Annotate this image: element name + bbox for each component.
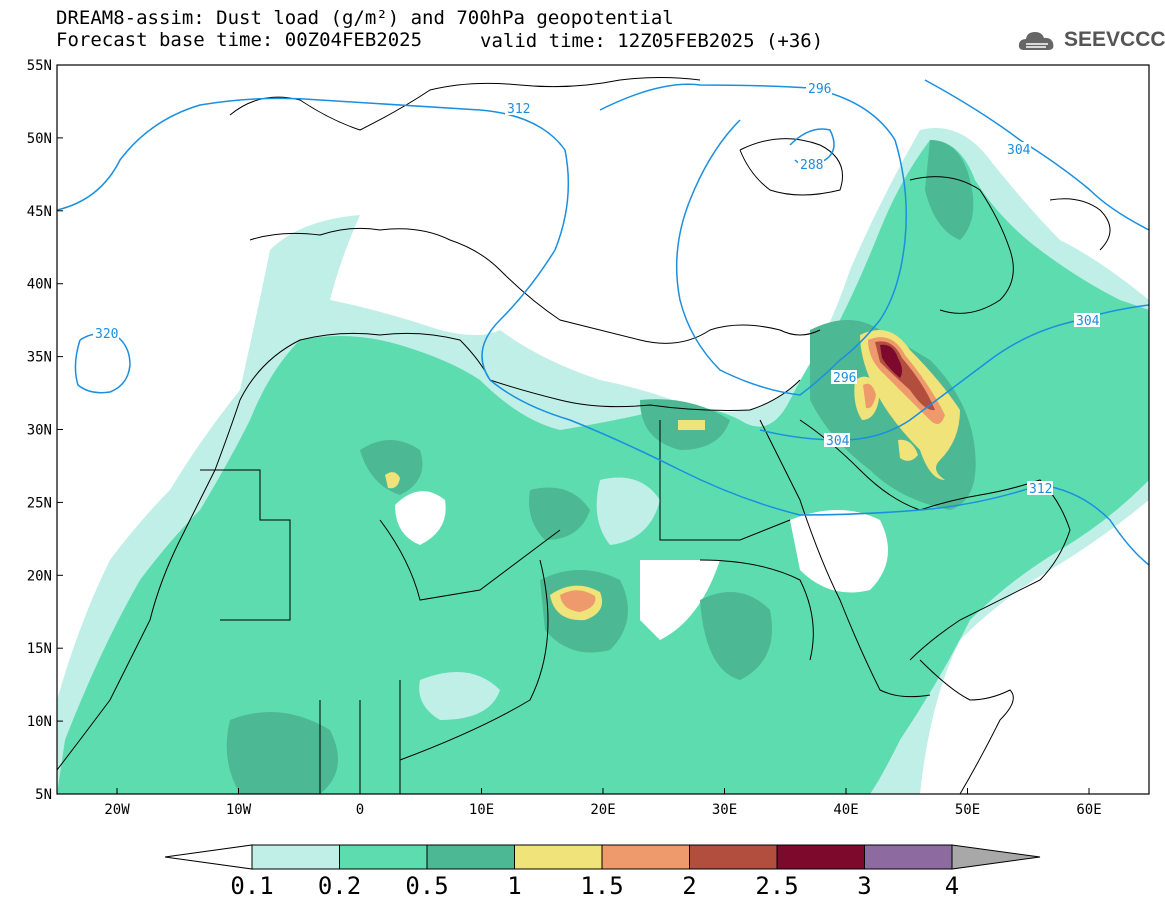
lat-label: 55N (27, 58, 52, 74)
lon-label: 50E (955, 802, 980, 818)
axes: 55N 50N 45N 40N 35N 30N 25N 20N 15N 10N 5N 20W 10W 0 1… (27, 58, 1102, 818)
contour-label: 304 (826, 434, 850, 449)
map-title: DREAM8-assim: Dust load (g/m²) and 700hP… (56, 7, 674, 29)
contour-label: 312 (1029, 482, 1052, 497)
lon-label: 40E (833, 802, 858, 818)
dust-field (57, 128, 1149, 794)
lon-label: 10E (469, 802, 494, 818)
contour-label: 296 (833, 371, 856, 386)
valid-time: valid time: 12Z05FEB2025 (+36) (480, 30, 824, 52)
colorbar-label: 2 (682, 872, 696, 900)
colorbar-box (864, 844, 953, 870)
colorbar-box (776, 844, 865, 870)
contour-label: 320 (95, 327, 118, 342)
lon-label: 30E (712, 802, 737, 818)
colorbar-label: 2.5 (755, 872, 798, 900)
lat-label: 45N (27, 204, 52, 220)
lat-label: 15N (27, 641, 52, 657)
contour-label: 296 (808, 82, 831, 97)
contour-label: 288 (800, 158, 823, 173)
colorbar-box (514, 844, 603, 870)
colorbar-label: 1.5 (580, 872, 623, 900)
colorbar-box (251, 844, 340, 870)
colorbar-label: 3 (857, 872, 871, 900)
lat-label: 25N (27, 495, 52, 511)
lon-label: 60E (1076, 802, 1101, 818)
lon-label: 10W (226, 802, 252, 818)
lon-label: 0 (356, 802, 364, 818)
lat-label: 30N (27, 423, 52, 439)
colorbar-boxes (251, 844, 953, 870)
coastlines (57, 77, 1111, 794)
colorbar-box (601, 844, 690, 870)
lon-label: 20E (590, 802, 615, 818)
lat-label: 50N (27, 131, 52, 147)
colorbar-box (689, 844, 778, 870)
colorbar-label: 1 (507, 872, 521, 900)
contour-label: 304 (1076, 314, 1100, 329)
lat-label: 5N (35, 787, 52, 803)
colorbar-label: 0.2 (318, 872, 361, 900)
forecast-base-time: Forecast base time: 00Z04FEB2025 (56, 29, 423, 51)
contour-label: 304 (1007, 143, 1031, 158)
colorbar-label: 0.1 (230, 872, 273, 900)
lat-label: 35N (27, 350, 52, 366)
colorbar-labels: 0.1 0.2 0.5 1 1.5 2 2.5 3 4 (230, 872, 959, 900)
lat-label: 20N (27, 568, 52, 584)
contour-label: 312 (507, 102, 530, 117)
logo-text: SEEVCCC (1064, 28, 1165, 51)
colorbar-box (339, 844, 428, 870)
colorbar-high-arrow (951, 844, 1041, 870)
contour-labels: 312 296 288 304 320 304 296 304 312 (93, 81, 1100, 497)
colorbar-label: 4 (945, 872, 959, 900)
colorbar-box (426, 844, 515, 870)
lat-label: 40N (27, 277, 52, 293)
colorbar-low-arrow (164, 844, 253, 870)
lat-label: 10N (27, 714, 52, 730)
lon-label: 20W (104, 802, 130, 818)
colorbar-label: 0.5 (405, 872, 448, 900)
cloud-logo-icon (1018, 32, 1054, 50)
